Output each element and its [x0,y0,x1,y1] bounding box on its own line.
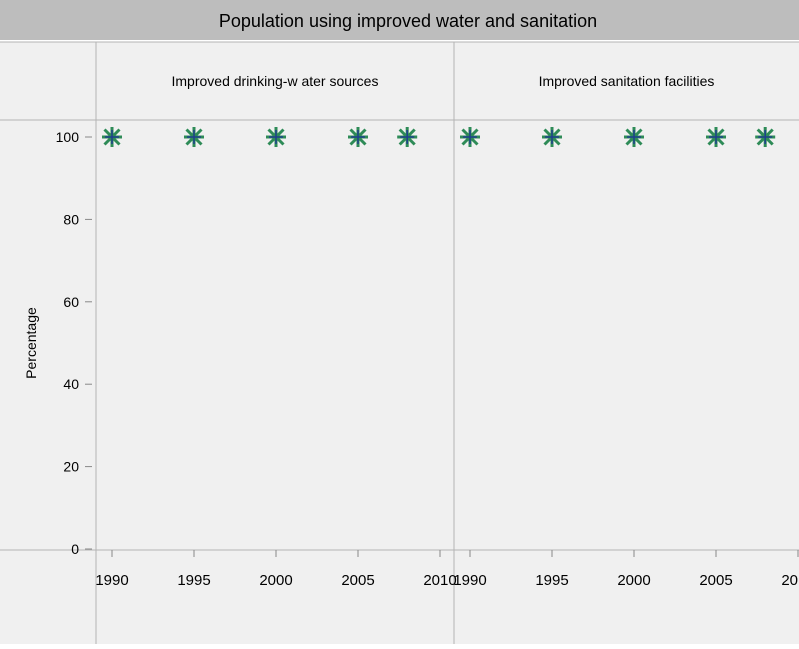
x-tick-label: 1990 [453,572,486,589]
x-tick-label: 2005 [341,572,374,589]
data-point [102,127,122,147]
panel-strip-label: Improved drinking-w ater sources [172,73,379,89]
y-tick-label: 40 [63,376,79,392]
y-tick-label: 60 [63,294,79,310]
x-tick-label: 1990 [95,572,128,589]
x-tick-label: 2000 [259,572,292,589]
x-tick-label: 2010 [423,572,456,589]
data-point [348,127,368,147]
y-tick-label: 0 [71,541,79,557]
y-tick-label: 80 [63,211,79,227]
plot-background [0,42,799,644]
x-tick-label: 1995 [177,572,210,589]
chart-title: Population using improved water and sani… [219,11,597,31]
x-tick-label: 1995 [535,572,568,589]
chart-frame: Percentage 0 20 40 60 80 100 Improved drinking-… [0,41,799,644]
data-point [266,127,286,147]
chart-marks [102,127,776,147]
y-axis-label: Percentage [23,307,39,379]
data-point [624,127,644,147]
data-point [460,127,480,147]
panel-strip-label: Improved sanitation facilities [539,73,715,89]
x-tick-label: 2010 [781,572,799,589]
data-point [184,127,204,147]
title-bar [0,0,799,40]
x-tick-label: 2000 [617,572,650,589]
data-point [397,127,418,147]
y-tick-label: 100 [56,129,80,145]
y-tick-label: 20 [63,459,79,475]
data-point [706,127,726,147]
data-point [542,127,562,147]
data-point [755,127,776,147]
x-tick-label: 2005 [699,572,732,589]
